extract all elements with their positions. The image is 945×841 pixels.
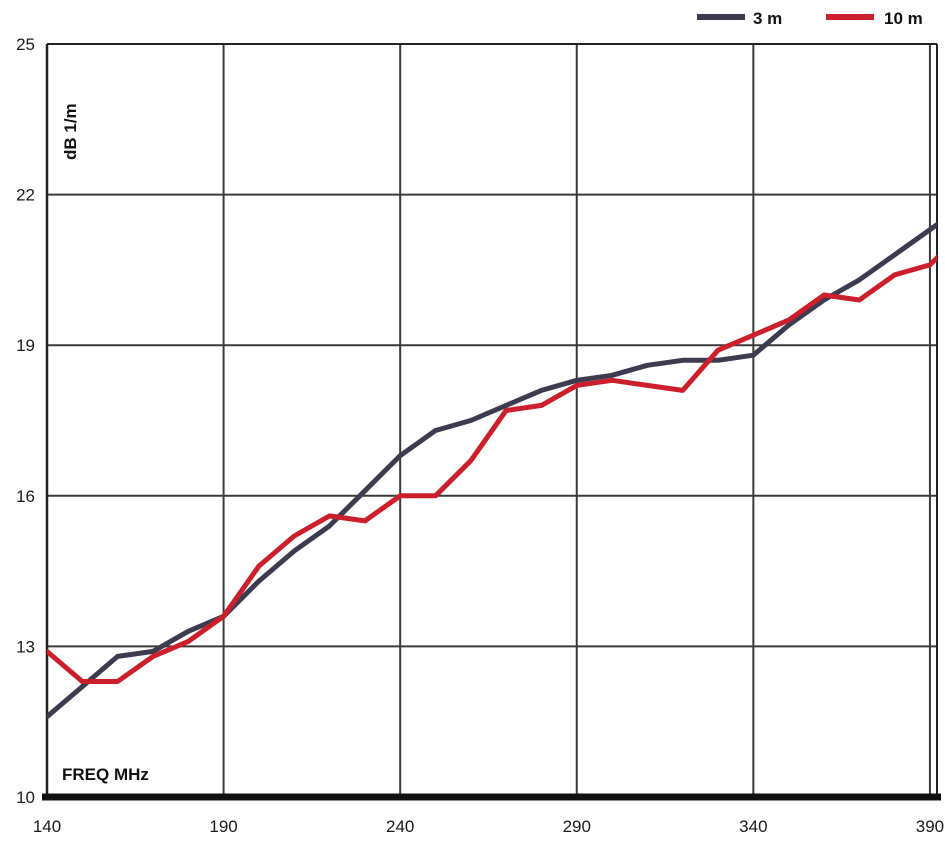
x-tick-label: 240 xyxy=(386,817,414,836)
x-tick-labels: 140 190 240 290 340 390 xyxy=(33,817,944,836)
grid-lines xyxy=(47,44,937,797)
x-tick-label: 190 xyxy=(209,817,237,836)
series-lines xyxy=(47,205,945,717)
y-tick-label: 19 xyxy=(16,336,35,355)
y-tick-labels: 10 13 16 19 22 25 xyxy=(16,35,35,807)
y-tick-label: 10 xyxy=(16,788,35,807)
legend-label-10m: 10 m xyxy=(884,9,923,28)
x-tick-label: 290 xyxy=(563,817,591,836)
legend-label-3m: 3 m xyxy=(753,9,782,28)
y-tick-label: 25 xyxy=(16,35,35,54)
x-axis-label: FREQ MHz xyxy=(62,765,149,784)
legend: 3 m 10 m xyxy=(697,9,923,28)
y-tick-label: 22 xyxy=(16,186,35,205)
y-axis-label: dB 1/m xyxy=(61,103,80,160)
x-tick-label: 390 xyxy=(916,817,944,836)
x-tick-label: 140 xyxy=(33,817,61,836)
axes xyxy=(42,44,941,797)
y-tick-label: 16 xyxy=(16,487,35,506)
x-tick-label: 340 xyxy=(739,817,767,836)
series-line-3m xyxy=(47,205,945,717)
series-line-10m xyxy=(47,230,945,682)
y-tick-label: 13 xyxy=(16,637,35,656)
